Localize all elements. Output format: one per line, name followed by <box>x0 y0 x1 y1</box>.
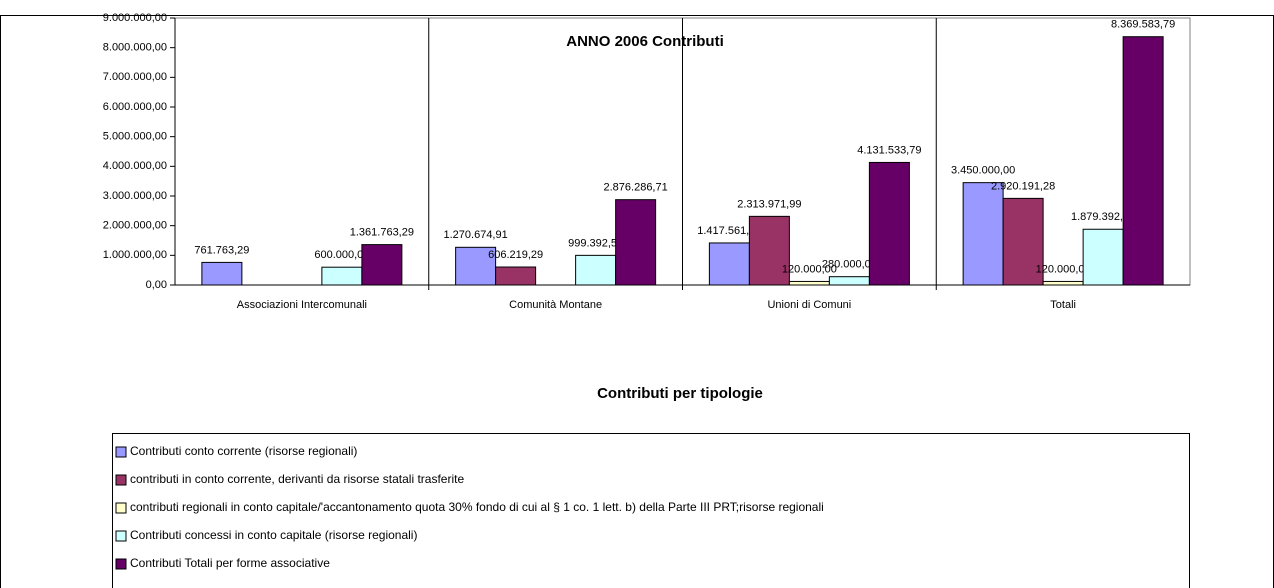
bar <box>361 244 403 286</box>
bar <box>868 161 910 286</box>
value-label: 8.369.583,79 <box>1111 19 1175 31</box>
legend-label: contributi regionali in conto capitale/'… <box>130 500 824 514</box>
legend-swatch <box>115 502 127 514</box>
legend-swatch <box>115 446 127 458</box>
legend-box <box>112 433 1190 588</box>
x-tick-label: Associazioni Intercomunali <box>237 299 367 311</box>
bar <box>455 246 497 286</box>
x-tick-label: Unioni di Comuni <box>767 299 851 311</box>
value-label: 4.131.533,79 <box>857 144 921 156</box>
bar <box>201 261 243 286</box>
bar <box>321 266 363 286</box>
bar <box>788 280 830 286</box>
bar <box>962 182 1004 286</box>
value-label: 2.920.191,28 <box>991 180 1055 192</box>
bar <box>495 266 537 286</box>
x-tick-label: Totali <box>1050 299 1076 311</box>
x-tick-label: Comunità Montane <box>509 299 602 311</box>
legend-title: Contributi per tipologie <box>597 385 763 402</box>
legend-label: Contributi Totali per forme associative <box>130 556 330 570</box>
value-label: 1.879.392,51 <box>1071 211 1135 223</box>
value-label: 1.417.561,50 <box>697 225 761 237</box>
bar <box>828 276 870 286</box>
value-label: 3.450.000,00 <box>951 165 1015 177</box>
value-label: 280.000,00 <box>822 259 877 271</box>
legend-swatch <box>115 530 127 542</box>
y-tick-label: 2.000.000,00 <box>103 220 167 232</box>
value-label: 761.763,29 <box>194 244 249 256</box>
bar <box>575 254 617 286</box>
value-label: 600.000,00 <box>314 249 369 261</box>
value-label: 120.000,00 <box>1036 263 1091 275</box>
bar <box>1002 197 1044 286</box>
legend-label: Contributi conto corrente (risorse regio… <box>130 444 357 458</box>
value-label: 1.361.763,29 <box>350 227 414 239</box>
y-tick-label: 4.000.000,00 <box>103 160 167 172</box>
y-tick-label: 8.000.000,00 <box>103 42 167 54</box>
y-tick-label: 9.000.000,00 <box>103 12 167 24</box>
bar <box>708 242 750 286</box>
value-label: 999.392,51 <box>568 237 623 249</box>
y-tick-label: 0,00 <box>146 279 167 291</box>
y-tick-label: 5.000.000,00 <box>103 131 167 143</box>
bar <box>1122 36 1164 286</box>
y-tick-label: 6.000.000,00 <box>103 101 167 113</box>
bar <box>615 199 657 286</box>
bar <box>748 215 790 286</box>
value-label: 2.876.286,71 <box>604 182 668 194</box>
y-tick-label: 1.000.000,00 <box>103 249 167 261</box>
value-label: 120.000,00 <box>782 263 837 275</box>
bar <box>1042 280 1084 286</box>
chart-title: ANNO 2006 Contributi <box>566 33 724 50</box>
legend-swatch <box>115 474 127 486</box>
bar <box>1082 228 1124 286</box>
legend-label: contributi in conto corrente, derivanti … <box>130 472 464 486</box>
legend-label: Contributi concessi in conto capitale (r… <box>130 528 417 542</box>
y-tick-label: 3.000.000,00 <box>103 190 167 202</box>
value-label: 2.313.971,99 <box>737 198 801 210</box>
value-label: 1.270.674,91 <box>444 229 508 241</box>
legend-swatch <box>115 558 127 570</box>
y-tick-label: 7.000.000,00 <box>103 71 167 83</box>
value-label: 606.219,29 <box>488 249 543 261</box>
